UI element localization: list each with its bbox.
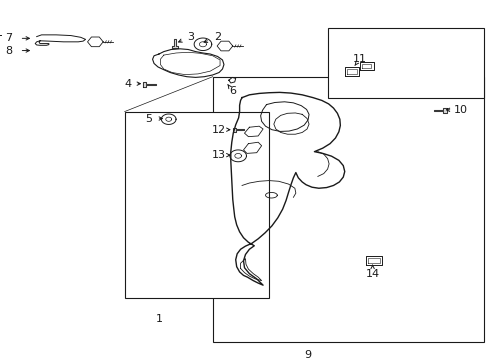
Text: 8: 8 bbox=[5, 46, 12, 55]
Text: 11: 11 bbox=[352, 54, 366, 64]
Text: 13: 13 bbox=[212, 150, 225, 160]
Text: 3: 3 bbox=[187, 32, 194, 42]
Polygon shape bbox=[344, 67, 359, 76]
Text: 6: 6 bbox=[228, 86, 235, 96]
Polygon shape bbox=[359, 62, 373, 70]
Text: 14: 14 bbox=[365, 269, 379, 279]
Bar bbox=[327, 28, 483, 98]
Polygon shape bbox=[232, 127, 244, 132]
Polygon shape bbox=[171, 39, 178, 48]
Polygon shape bbox=[142, 82, 155, 87]
Bar bbox=[212, 77, 483, 342]
Text: 12: 12 bbox=[212, 125, 225, 135]
Text: 5: 5 bbox=[145, 113, 152, 123]
Text: 9: 9 bbox=[304, 350, 311, 360]
Text: 10: 10 bbox=[453, 105, 467, 115]
Text: 2: 2 bbox=[214, 32, 221, 42]
Polygon shape bbox=[365, 256, 382, 265]
Polygon shape bbox=[433, 108, 446, 113]
Text: 1: 1 bbox=[155, 314, 162, 324]
Text: 7: 7 bbox=[5, 33, 12, 43]
Text: 4: 4 bbox=[124, 79, 131, 89]
Bar bbox=[124, 112, 268, 298]
